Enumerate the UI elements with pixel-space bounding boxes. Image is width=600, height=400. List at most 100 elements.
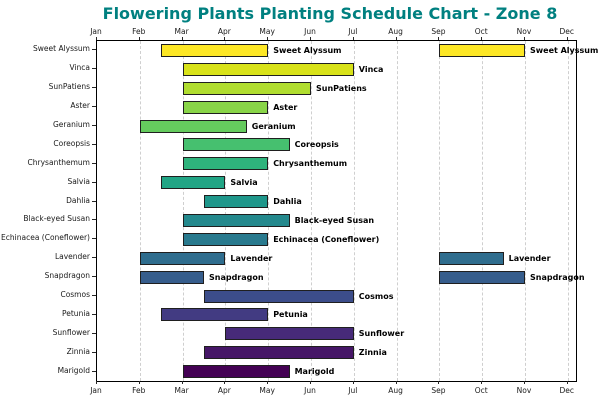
row-tick xyxy=(92,295,96,296)
row-tick xyxy=(92,201,96,202)
row-label: Snapdragon xyxy=(44,271,90,281)
month-tick-bottom xyxy=(438,381,440,384)
row-label: Echinacea (Coneflower) xyxy=(1,233,90,243)
month-label-bottom: Jul xyxy=(348,386,358,395)
month-tick-bottom xyxy=(524,381,525,384)
month-tick-bottom xyxy=(267,381,269,384)
bar-annotation: Lavender xyxy=(508,253,551,263)
month-label-top: May xyxy=(259,27,275,36)
bar-annotation: Lavender xyxy=(230,253,273,263)
month-label-top: Nov xyxy=(516,27,532,36)
bar-annotation: Salvia xyxy=(230,178,258,188)
month-tick-bottom xyxy=(352,381,354,384)
row-tick xyxy=(92,68,96,69)
month-label-bottom: Nov xyxy=(516,386,532,395)
month-tick-top xyxy=(224,37,226,40)
row-label: Cosmos xyxy=(60,290,90,299)
schedule-bar xyxy=(204,289,354,303)
row-tick xyxy=(92,49,96,50)
row-label: SunPatiens xyxy=(48,82,90,92)
bar-annotation: Marigold xyxy=(294,367,335,377)
month-label-top: Jan xyxy=(90,27,102,36)
month-tick-bottom xyxy=(566,381,568,384)
row-label: Lavender xyxy=(54,252,90,262)
row-tick xyxy=(92,371,96,372)
month-label-bottom: Dec xyxy=(559,386,575,395)
row-tick xyxy=(92,182,96,183)
bar-annotation: Zinnia xyxy=(358,348,387,358)
row-tick xyxy=(92,352,96,353)
month-label-top: Jun xyxy=(304,27,316,36)
schedule-bar xyxy=(139,270,204,284)
bar-annotation: Sweet Alyssum xyxy=(530,45,599,55)
month-label-bottom: Oct xyxy=(474,386,488,395)
month-label-bottom: Jun xyxy=(304,386,316,395)
bar-annotation: Dahlia xyxy=(273,197,302,207)
row-label: Sweet Alyssum xyxy=(33,44,90,54)
schedule-bar xyxy=(182,138,290,152)
bar-annotation: Vinca xyxy=(358,64,384,74)
month-label-bottom: Apr xyxy=(217,386,231,395)
month-tick-bottom xyxy=(481,381,483,384)
schedule-bar xyxy=(439,251,504,265)
bar-annotation: Black-eyed Susan xyxy=(294,215,375,225)
month-gridline xyxy=(396,41,398,381)
schedule-bar xyxy=(225,327,354,341)
month-gridline xyxy=(311,41,312,381)
bar-annotation: Chrysanthemum xyxy=(273,159,348,169)
month-gridline xyxy=(482,41,484,381)
month-label-bottom: May xyxy=(259,386,275,395)
month-tick-top xyxy=(352,37,354,40)
schedule-bar xyxy=(182,365,290,379)
month-tick-top xyxy=(138,37,140,40)
row-tick xyxy=(92,238,96,239)
month-label-top: Sep xyxy=(431,27,446,36)
month-gridline xyxy=(268,41,270,381)
row-label: Coreopsis xyxy=(53,138,90,148)
row-label: Zinnia xyxy=(66,346,90,356)
bar-annotation: Sweet Alyssum xyxy=(273,45,342,55)
bar-annotation: Petunia xyxy=(273,310,308,320)
month-tick-top xyxy=(524,37,525,40)
month-tick-bottom xyxy=(310,381,311,384)
month-label-top: Feb xyxy=(132,27,146,36)
row-tick xyxy=(92,87,96,88)
month-label-bottom: Aug xyxy=(388,386,403,395)
row-label: Marigold xyxy=(57,365,90,375)
bar-annotation: Snapdragon xyxy=(530,272,585,282)
month-gridline xyxy=(439,41,441,381)
month-tick-bottom xyxy=(96,381,97,384)
bar-annotation: Echinacea (Coneflower) xyxy=(273,234,380,244)
month-gridline xyxy=(139,41,141,381)
month-tick-bottom xyxy=(181,381,183,384)
month-gridline xyxy=(353,41,355,381)
bar-annotation: Aster xyxy=(273,102,298,112)
month-label-bottom: Mar xyxy=(174,386,189,395)
bar-annotation: Snapdragon xyxy=(209,272,264,282)
month-tick-bottom xyxy=(224,381,226,384)
row-tick xyxy=(92,219,96,220)
row-label: Geranium xyxy=(52,120,90,129)
month-tick-top xyxy=(96,37,97,40)
schedule-bar xyxy=(182,232,269,246)
schedule-bar xyxy=(139,251,226,265)
month-tick-top xyxy=(181,37,183,40)
row-label: Aster xyxy=(70,101,90,111)
month-label-top: Aug xyxy=(388,27,403,36)
chart-title: Flowering Plants Planting Schedule Chart… xyxy=(102,4,558,23)
month-tick-top xyxy=(566,37,568,40)
month-gridline xyxy=(225,41,227,381)
row-label: Black-eyed Susan xyxy=(23,214,90,224)
plot-area: Sweet Alyssum Sweet Alyssum Vinca SunPatien… xyxy=(96,40,598,382)
schedule-bar xyxy=(161,176,226,190)
schedule-bar xyxy=(204,346,354,360)
schedule-bar xyxy=(182,100,269,114)
schedule-bar xyxy=(161,308,269,322)
month-tick-top xyxy=(395,37,397,40)
month-gridline xyxy=(567,41,569,381)
schedule-bar xyxy=(161,43,269,57)
month-label-top: Jul xyxy=(348,27,358,36)
month-label-bottom: Jan xyxy=(90,386,102,395)
month-tick-top xyxy=(310,37,311,40)
